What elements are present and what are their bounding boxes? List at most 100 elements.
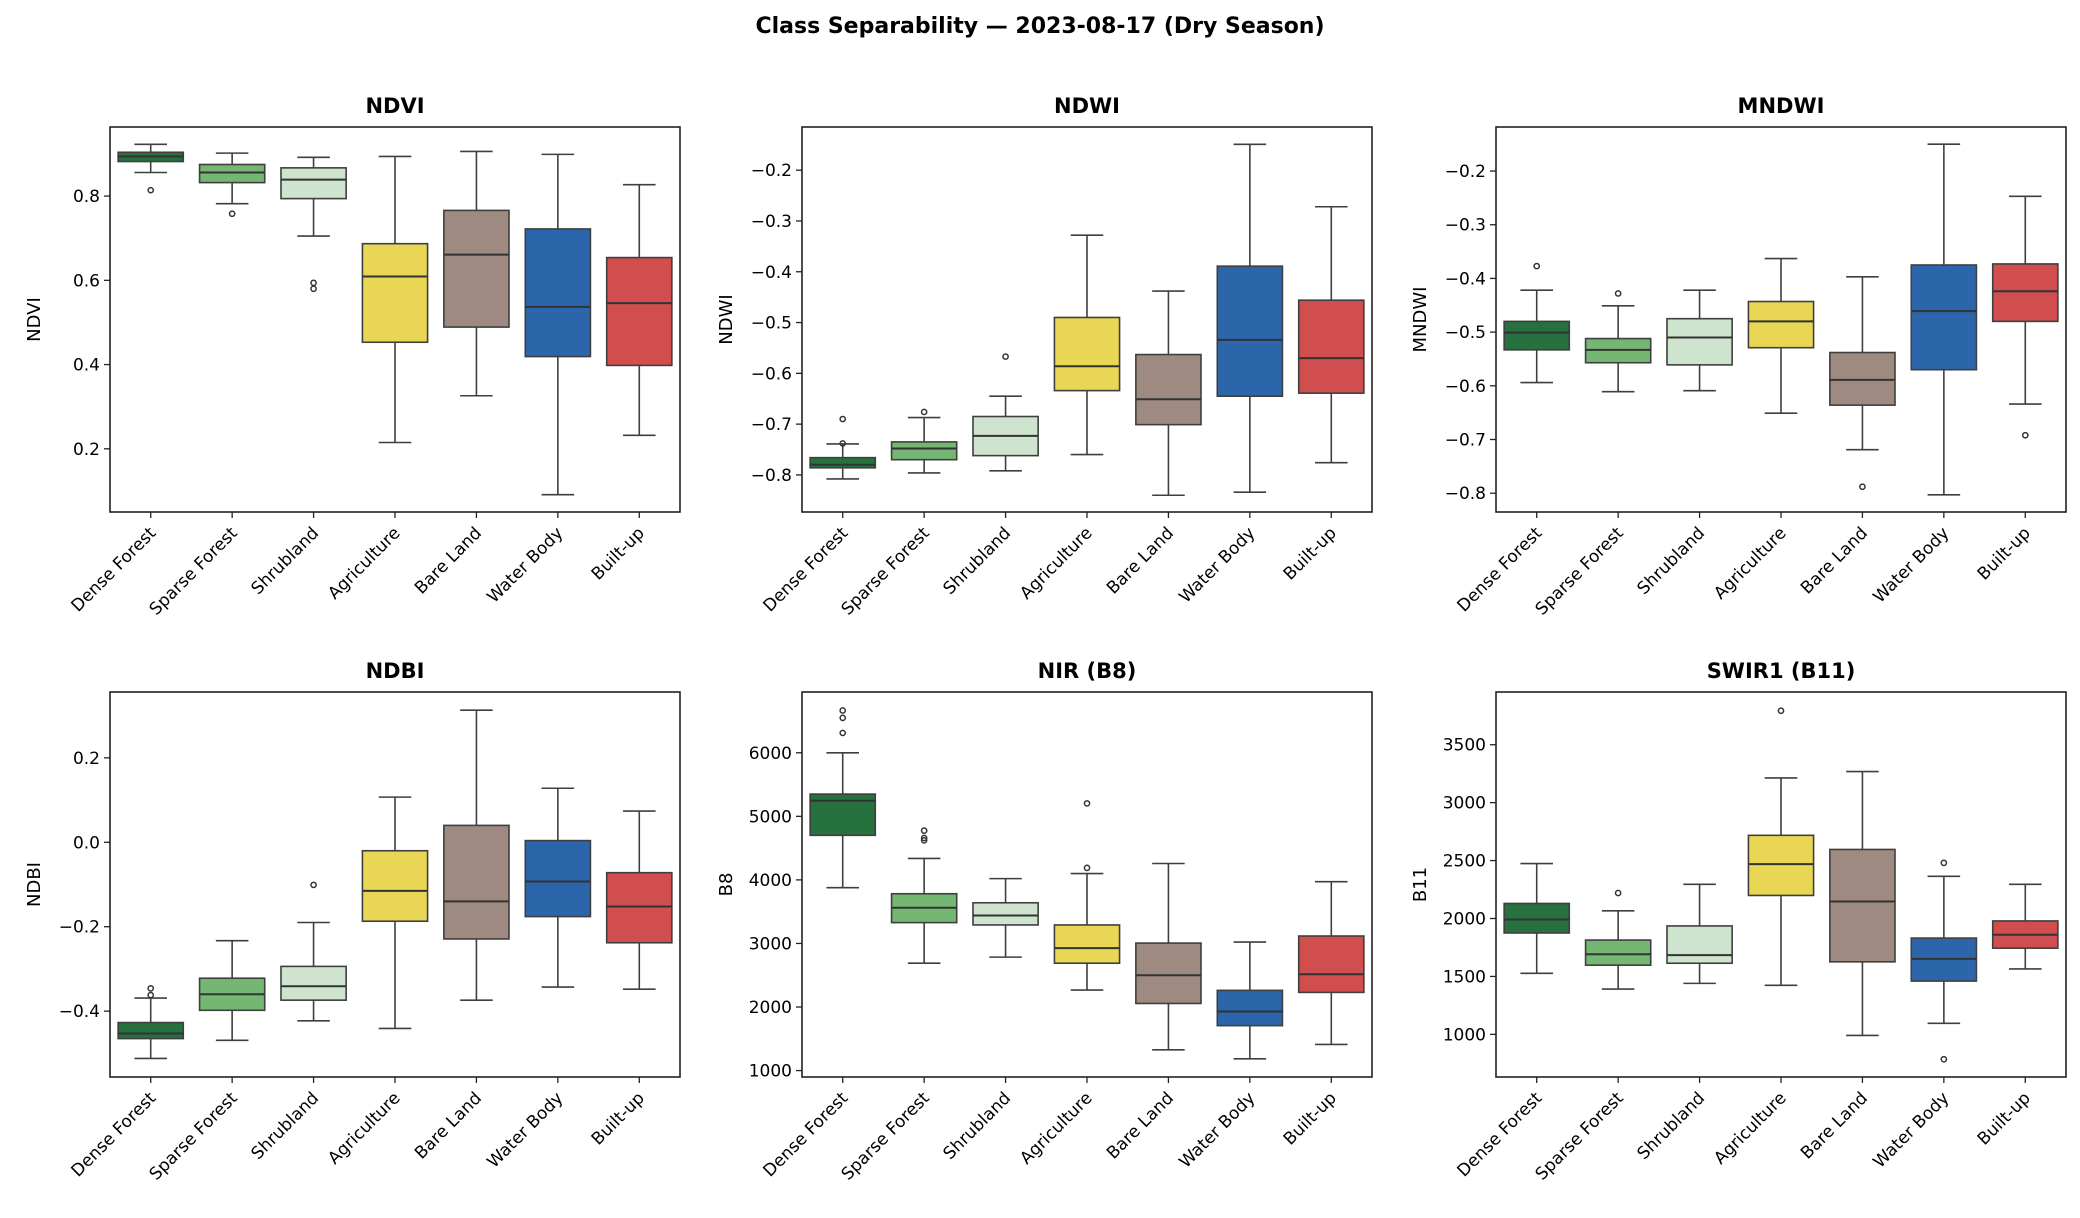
y-tick-label: −0.3	[1445, 216, 1486, 236]
x-tick-label: Dense Forest	[1453, 1088, 1546, 1181]
outlier-point	[920, 408, 928, 416]
x-tick-label: Bare Land	[1797, 1088, 1872, 1163]
axes-frame	[1495, 691, 2067, 1078]
x-tick-label: Water Body	[1870, 1088, 1954, 1172]
iqr-box	[1216, 989, 1284, 1027]
outlier-point	[920, 827, 928, 834]
outlier-point	[920, 837, 928, 844]
x-tick-label: Bare Land	[1103, 1088, 1178, 1163]
x-tick-label: Shrubland	[1634, 1088, 1710, 1164]
iqr-box	[443, 824, 510, 940]
y-tick-label: 2500	[1443, 852, 1486, 872]
iqr-box	[1503, 320, 1571, 351]
box-built-up	[1297, 205, 1365, 464]
iqr-box	[1747, 834, 1815, 897]
box-shrubland	[972, 877, 1039, 958]
iqr-box	[361, 242, 429, 344]
outlier-point	[1777, 707, 1785, 715]
outlier-point	[1940, 859, 1948, 867]
x-tick-label: Built-up	[1280, 1088, 1341, 1149]
x-tick-label: Bare Land	[1797, 523, 1872, 598]
iqr-box	[524, 839, 592, 918]
y-tick-label: −0.5	[751, 314, 792, 334]
iqr-box	[1666, 925, 1733, 965]
iqr-box	[280, 167, 347, 200]
y-tick-label: 4000	[749, 871, 792, 891]
y-tick-label: 1500	[1443, 967, 1486, 987]
x-tick-label: Shrubland	[1634, 523, 1710, 599]
y-tick-label: −0.7	[1445, 431, 1486, 451]
y-tick-label: 1000	[749, 1062, 792, 1082]
outlier-point	[839, 714, 847, 722]
box-sparse-forest	[890, 827, 958, 965]
y-tick-label: 3000	[1443, 794, 1486, 814]
iqr-box	[1829, 351, 1896, 406]
outlier-point	[1083, 800, 1091, 807]
outlier-point	[147, 984, 155, 992]
y-tick-label: −0.6	[751, 364, 792, 384]
x-tick-label: Water Body	[1176, 1088, 1260, 1172]
x-tick-label: Built-up	[1974, 523, 2035, 584]
iqr-box	[1991, 263, 2059, 323]
panel-title: NDVI	[365, 94, 424, 118]
y-tick-label: 2000	[749, 998, 792, 1018]
outlier-point	[839, 415, 847, 423]
box-water-body	[524, 787, 592, 988]
x-tick-label: Water Body	[1870, 523, 1954, 607]
box-shrubland	[972, 353, 1039, 472]
box-shrubland	[280, 156, 347, 293]
y-axis-label: NDVI	[24, 297, 45, 342]
x-tick-label: Built-up	[588, 523, 649, 584]
x-tick-label: Agriculture	[324, 1088, 404, 1168]
outlier-point	[310, 279, 317, 287]
box-agriculture	[361, 796, 429, 1030]
box-built-up	[1297, 880, 1365, 1046]
outlier-point	[1002, 353, 1009, 360]
box-agriculture	[361, 155, 429, 444]
box-bare-land	[1829, 276, 1896, 491]
iqr-box	[890, 441, 958, 461]
axes-frame	[801, 691, 1373, 1078]
y-axis-label: B8	[716, 873, 737, 897]
box-agriculture	[1747, 707, 1815, 987]
x-tick-label: Water Body	[1176, 523, 1260, 607]
x-tick-label: Agriculture	[1016, 523, 1096, 603]
outlier-point	[147, 991, 155, 999]
iqr-box	[1135, 353, 1202, 426]
iqr-box	[809, 456, 877, 469]
iqr-box	[1135, 942, 1202, 1005]
y-tick-label: −0.5	[1445, 323, 1486, 343]
outlier-point	[839, 440, 847, 447]
x-tick-label: Agriculture	[1710, 1088, 1790, 1168]
x-tick-label: Bare Land	[411, 1088, 486, 1163]
axes-frame	[109, 691, 681, 1078]
box-bare-land	[1135, 862, 1202, 1051]
outlier-point	[2021, 431, 2029, 439]
y-tick-label: 5000	[749, 807, 792, 827]
box-agriculture	[1747, 257, 1815, 414]
box-bare-land	[1829, 770, 1896, 1037]
box-sparse-forest	[198, 939, 266, 1042]
axes-frame	[801, 126, 1373, 513]
y-tick-label: 3000	[749, 934, 792, 954]
box-bare-land	[443, 709, 510, 1001]
box-dense-forest	[117, 984, 185, 1060]
y-tick-label: −0.8	[751, 466, 792, 486]
box-shrubland	[1666, 289, 1733, 392]
iqr-box	[1666, 317, 1733, 366]
box-water-body	[524, 153, 592, 496]
outlier-point	[839, 707, 847, 714]
y-tick-label: 0.4	[73, 356, 100, 376]
y-tick-label: −0.3	[751, 212, 792, 232]
iqr-box	[1584, 939, 1652, 966]
box-built-up	[605, 183, 673, 437]
x-tick-label: Dense Forest	[67, 523, 160, 616]
box-dense-forest	[809, 415, 877, 480]
x-tick-label: Bare Land	[1103, 523, 1178, 598]
box-dense-forest	[1503, 862, 1571, 975]
panel-ndwi: NDWI −0.8 −0.7 −0.6 −0.5 −0.4 −0.3 −0.2 NDWI Dens…	[716, 94, 1373, 619]
iqr-box	[1829, 848, 1896, 963]
x-tick-label: Dense Forest	[759, 523, 852, 616]
panel-title: NDBI	[366, 659, 425, 683]
